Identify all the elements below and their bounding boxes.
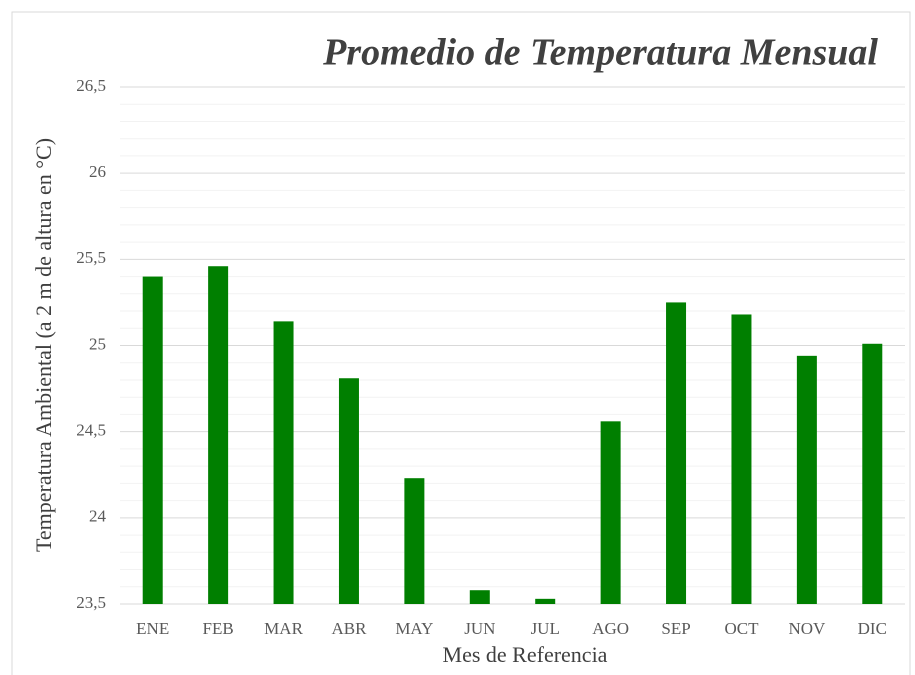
bar bbox=[666, 302, 687, 604]
x-tick-label: FEB bbox=[203, 619, 234, 638]
bar bbox=[142, 276, 163, 604]
y-tick-label: 24 bbox=[89, 507, 107, 526]
x-tick-label: MAY bbox=[395, 619, 433, 638]
x-tick-label: MAR bbox=[264, 619, 303, 638]
y-tick-label: 24,5 bbox=[76, 421, 106, 440]
x-tick-label: ABR bbox=[331, 619, 367, 638]
x-tick-label: AGO bbox=[592, 619, 629, 638]
x-axis-title: Mes de Referencia bbox=[443, 642, 608, 667]
bar bbox=[404, 478, 425, 604]
x-tick-label: ENE bbox=[136, 619, 169, 638]
x-tick-label: DIC bbox=[858, 619, 887, 638]
bar bbox=[338, 378, 359, 604]
bar bbox=[469, 590, 490, 604]
y-tick-label: 26,5 bbox=[76, 76, 106, 95]
bar bbox=[208, 266, 229, 604]
bar bbox=[600, 421, 621, 604]
bar bbox=[731, 314, 752, 604]
bar bbox=[862, 343, 883, 604]
x-tick-label: JUN bbox=[464, 619, 495, 638]
bar bbox=[273, 321, 294, 604]
x-tick-label: OCT bbox=[724, 619, 759, 638]
x-tick-label: JUL bbox=[531, 619, 560, 638]
y-tick-label: 23,5 bbox=[76, 593, 106, 612]
bar bbox=[796, 355, 817, 604]
x-tick-label: SEP bbox=[661, 619, 690, 638]
y-tick-label: 26 bbox=[89, 162, 106, 181]
y-axis-title: Temperatura Ambiental (a 2 m de altura e… bbox=[31, 138, 56, 552]
chart-title: Promedio de Temperatura Mensual bbox=[322, 32, 878, 74]
y-tick-label: 25 bbox=[89, 334, 106, 353]
x-tick-label: NOV bbox=[788, 619, 826, 638]
bar bbox=[535, 598, 556, 604]
y-tick-label: 25,5 bbox=[76, 248, 106, 267]
